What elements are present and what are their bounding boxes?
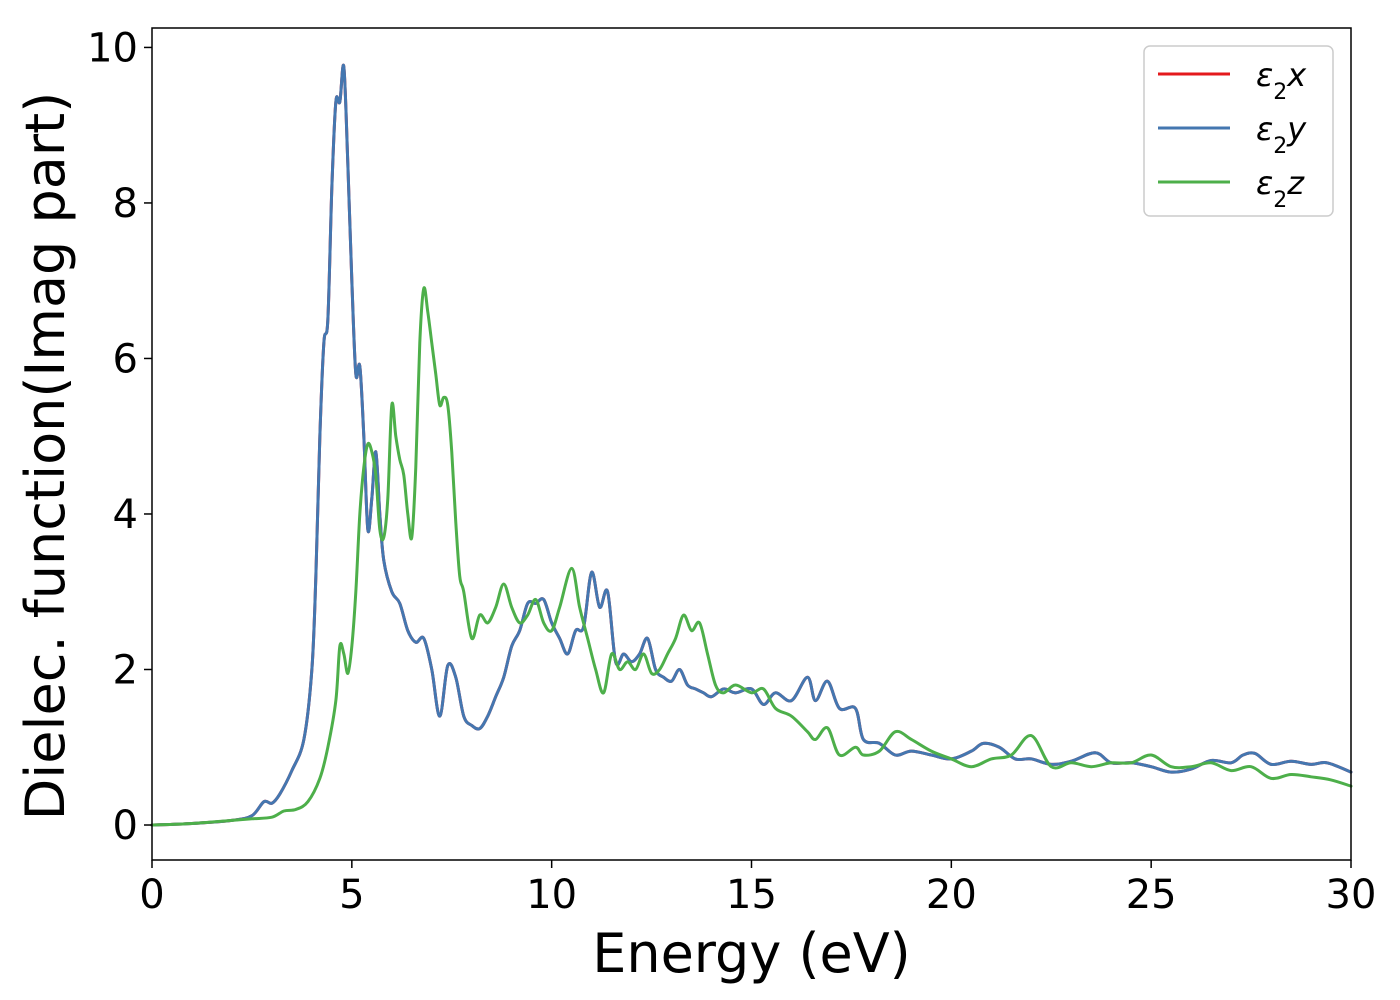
axes-layer: 0 5 10 15 20 25 30 0 2 4 6 8 10 — [87, 25, 1376, 918]
y-axis-label: Dielec. function(Imag part) — [14, 92, 77, 821]
legend: ε2x ε2y ε2z — [1143, 45, 1334, 217]
y-tick-label: 8 — [113, 181, 138, 227]
x-axis-label: Energy (eV) — [592, 922, 911, 985]
x-tick-label: 15 — [726, 872, 777, 918]
x-tick-label: 30 — [1326, 872, 1377, 918]
legend-label-y: ε2y — [1256, 110, 1307, 159]
x-tick-label: 25 — [1126, 872, 1177, 918]
series-line-z — [150, 286, 1353, 827]
x-tick-label: 10 — [526, 872, 577, 918]
y-tick-label: 0 — [113, 803, 138, 849]
y-tick-label: 6 — [113, 336, 138, 382]
x-tick-label: 0 — [139, 872, 164, 918]
y-tick-label: 4 — [113, 492, 138, 538]
x-tick-label: 20 — [926, 872, 977, 918]
y-tick-label: 10 — [87, 25, 138, 71]
series-layer — [150, 63, 1353, 827]
y-tick-label: 2 — [113, 647, 138, 693]
series-line-y — [150, 63, 1353, 827]
legend-label-x: ε2x — [1256, 56, 1307, 105]
x-tick-label: 5 — [339, 872, 364, 918]
legend-box — [1143, 45, 1334, 217]
legend-label-z: ε2z — [1256, 164, 1305, 213]
